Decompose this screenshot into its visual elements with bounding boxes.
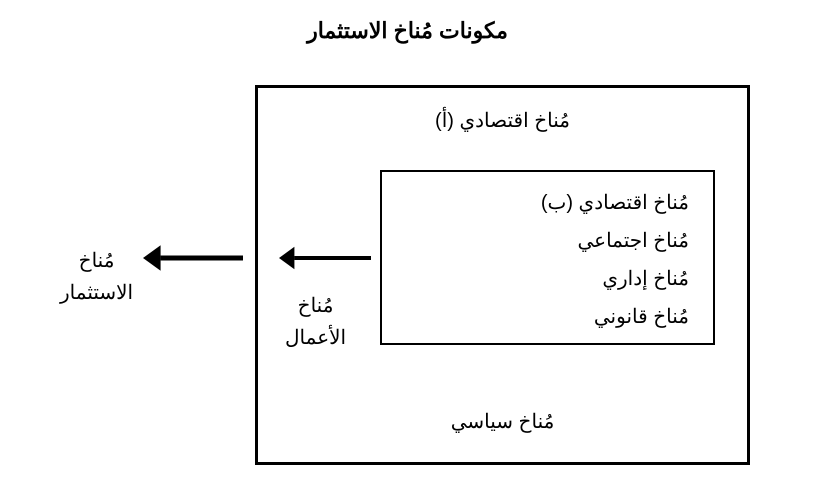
arrow-outer-to-investment bbox=[143, 242, 243, 274]
inner-climate-box: مُناخ اقتصادي (ب) مُناخ اجتماعي مُناخ إد… bbox=[380, 170, 715, 345]
diagram-title: مكونات مُناخ الاستثمار bbox=[0, 18, 815, 44]
business-line1: مُناخ bbox=[285, 290, 346, 322]
inner-item-2: مُناخ إداري bbox=[406, 260, 689, 298]
inner-item-3: مُناخ قانوني bbox=[406, 298, 689, 336]
inner-item-1: مُناخ اجتماعي bbox=[406, 222, 689, 260]
business-line2: الأعمال bbox=[285, 322, 346, 354]
investment-climate-label: مُناخ الاستثمار bbox=[60, 245, 133, 309]
inner-item-0: مُناخ اقتصادي (ب) bbox=[406, 184, 689, 222]
economic-climate-a-label: مُناخ اقتصادي (أ) bbox=[258, 108, 747, 133]
invest-line2: الاستثمار bbox=[60, 277, 133, 309]
invest-line1: مُناخ bbox=[60, 245, 133, 277]
business-climate-label: مُناخ الأعمال bbox=[285, 290, 346, 354]
arrow-inner-to-business bbox=[279, 244, 371, 272]
political-climate-label: مُناخ سياسي bbox=[258, 409, 747, 434]
